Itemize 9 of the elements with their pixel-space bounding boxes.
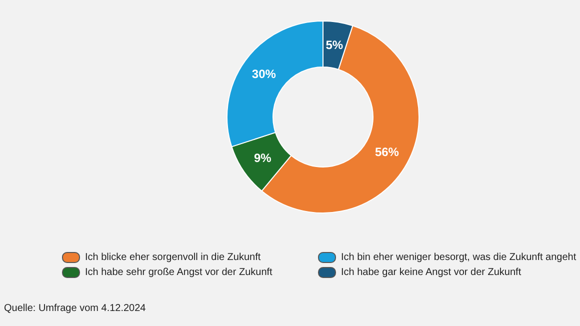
legend-label: Ich bin eher weniger besorgt, was die Zukunft angeht	[341, 252, 576, 263]
legend-label: Ich habe gar keine Angst vor der Zukunft	[341, 267, 522, 278]
legend-label: Ich blicke eher sorgenvoll in die Zukunft	[85, 252, 261, 263]
data-label: 56%	[374, 145, 400, 160]
data-label: 30%	[252, 67, 276, 82]
legend-label: Ich habe sehr große Angst vor der Zukunft	[85, 267, 272, 278]
data-label: 5%	[326, 38, 344, 52]
source-note: Quelle: Umfrage vom 4.12.2024	[4, 303, 146, 314]
data-label: 9%	[254, 151, 272, 166]
